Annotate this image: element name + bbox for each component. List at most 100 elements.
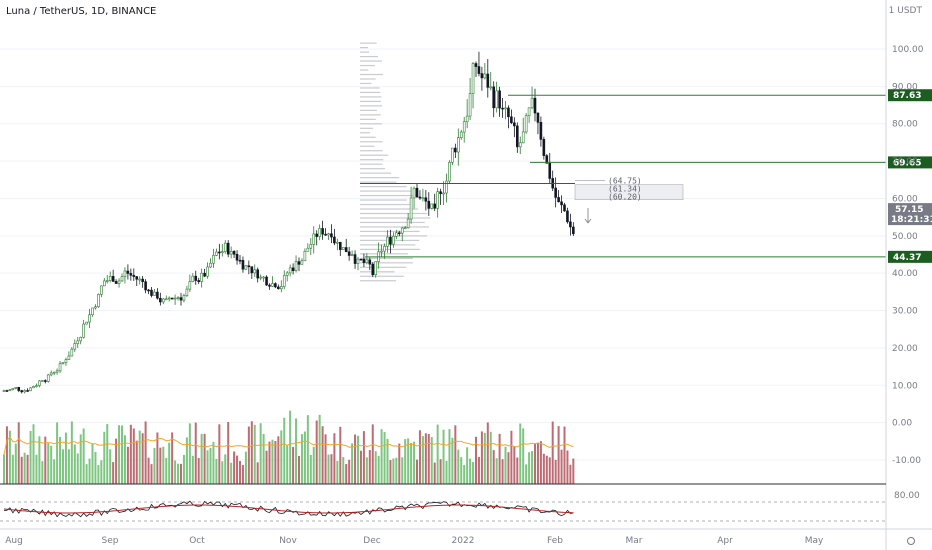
candle-body[interactable] xyxy=(2,390,6,392)
candle-body[interactable] xyxy=(433,203,437,209)
candle-body[interactable] xyxy=(386,236,389,247)
candle-body[interactable] xyxy=(259,276,262,279)
candle-body[interactable] xyxy=(200,272,203,282)
candle-body[interactable] xyxy=(141,278,144,283)
candle-body[interactable] xyxy=(524,115,528,133)
candle-body[interactable] xyxy=(309,244,313,249)
candle-body[interactable] xyxy=(362,258,366,263)
candle-body[interactable] xyxy=(477,66,481,74)
candle-body[interactable] xyxy=(418,196,422,199)
candle-body[interactable] xyxy=(79,337,82,342)
candle-body[interactable] xyxy=(383,245,386,252)
candle-body[interactable] xyxy=(539,122,543,140)
candle-body[interactable] xyxy=(221,251,224,253)
candle-body[interactable] xyxy=(232,251,236,255)
candle-body[interactable] xyxy=(566,210,569,223)
candle-body[interactable] xyxy=(218,251,221,254)
candle-body[interactable] xyxy=(288,267,292,274)
time-axis[interactable]: Aug Sep Oct Nov Dec 2022 Feb Mar Apr May xyxy=(5,536,915,546)
candle-body[interactable] xyxy=(397,232,401,235)
candle-body[interactable] xyxy=(480,73,484,79)
candle-body[interactable] xyxy=(35,385,38,387)
candle-body[interactable] xyxy=(297,261,301,265)
candle-body[interactable] xyxy=(209,262,212,268)
candle-body[interactable] xyxy=(20,390,24,393)
candle-body[interactable] xyxy=(188,281,192,290)
candle-body[interactable] xyxy=(88,314,91,323)
candle-body[interactable] xyxy=(465,115,469,123)
candle-body[interactable] xyxy=(321,228,324,235)
candle-body[interactable] xyxy=(274,283,277,288)
candle-body[interactable] xyxy=(282,275,286,287)
candle-body[interactable] xyxy=(533,97,537,114)
candle-body[interactable] xyxy=(445,180,448,194)
candle-body[interactable] xyxy=(341,247,345,250)
candle-body[interactable] xyxy=(380,250,383,253)
candle-body[interactable] xyxy=(123,270,127,277)
candle-body[interactable] xyxy=(147,289,150,292)
candle-body[interactable] xyxy=(312,233,316,245)
candle-body[interactable] xyxy=(368,259,372,265)
candle-body[interactable] xyxy=(238,259,242,262)
candle-body[interactable] xyxy=(439,191,442,194)
candle-body[interactable] xyxy=(572,226,575,235)
candle-body[interactable] xyxy=(114,281,118,284)
candle-body[interactable] xyxy=(8,389,12,391)
candle-body[interactable] xyxy=(560,201,563,206)
candle-body[interactable] xyxy=(536,112,540,123)
candle-body[interactable] xyxy=(395,232,398,237)
candle-body[interactable] xyxy=(515,125,519,148)
candle-body[interactable] xyxy=(262,276,265,279)
candle-body[interactable] xyxy=(548,163,552,179)
candle-body[interactable] xyxy=(451,147,454,163)
candle-body[interactable] xyxy=(229,251,233,255)
candle-body[interactable] xyxy=(389,236,392,245)
candle-body[interactable] xyxy=(271,283,274,287)
candle-body[interactable] xyxy=(430,203,434,209)
candle-body[interactable] xyxy=(483,73,487,79)
candle-body[interactable] xyxy=(545,155,549,164)
candle-body[interactable] xyxy=(489,86,493,89)
candle-body[interactable] xyxy=(11,388,15,390)
candle-body[interactable] xyxy=(55,370,59,373)
candle-body[interactable] xyxy=(462,121,466,133)
candle-body[interactable] xyxy=(294,261,298,271)
candle-body[interactable] xyxy=(563,204,566,212)
candle-body[interactable] xyxy=(103,280,106,287)
candle-body[interactable] xyxy=(150,289,153,296)
candle-body[interactable] xyxy=(132,274,136,277)
candle-body[interactable] xyxy=(456,137,460,153)
candle-body[interactable] xyxy=(49,372,53,376)
candle-body[interactable] xyxy=(353,254,357,264)
candle-body[interactable] xyxy=(17,386,21,391)
candle-body[interactable] xyxy=(421,197,425,200)
candle-body[interactable] xyxy=(41,380,44,382)
candle-body[interactable] xyxy=(182,295,186,301)
candle-body[interactable] xyxy=(14,386,18,389)
candlesticks[interactable] xyxy=(2,51,575,394)
candle-body[interactable] xyxy=(179,297,183,301)
candle-body[interactable] xyxy=(350,254,354,256)
candle-body[interactable] xyxy=(167,297,171,300)
candle-body[interactable] xyxy=(492,86,496,109)
candle-body[interactable] xyxy=(212,255,215,264)
candle-body[interactable] xyxy=(406,218,410,229)
candle-body[interactable] xyxy=(61,362,65,364)
candle-body[interactable] xyxy=(436,191,439,209)
candle-body[interactable] xyxy=(400,227,404,234)
candle-body[interactable] xyxy=(100,285,103,295)
candle-body[interactable] xyxy=(82,323,85,338)
candle-body[interactable] xyxy=(32,386,35,389)
candle-body[interactable] xyxy=(97,294,100,308)
candle-body[interactable] xyxy=(126,270,130,274)
candle-body[interactable] xyxy=(486,73,490,88)
candle-body[interactable] xyxy=(459,131,463,138)
candle-body[interactable] xyxy=(73,343,77,350)
candle-body[interactable] xyxy=(29,387,32,392)
candle-body[interactable] xyxy=(5,390,9,392)
candle-body[interactable] xyxy=(338,241,342,250)
candle-body[interactable] xyxy=(471,63,475,94)
candle-body[interactable] xyxy=(359,258,363,261)
candle-body[interactable] xyxy=(521,131,525,144)
